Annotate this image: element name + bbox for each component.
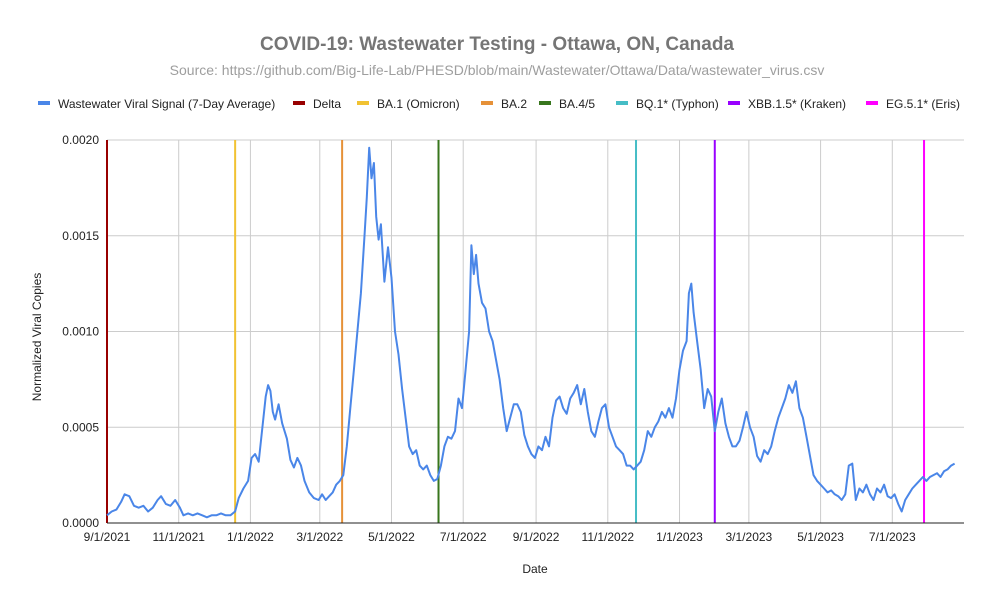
legend-item: XBB.1.5* (Kraken) xyxy=(728,97,846,111)
x-axis-label: Date xyxy=(522,562,548,576)
legend-swatch xyxy=(866,101,878,105)
series-line xyxy=(106,146,956,519)
legend-item: BA.4/5 xyxy=(539,97,595,111)
x-tick-label: 3/1/2022 xyxy=(296,530,343,544)
x-tick-label: 5/1/2023 xyxy=(797,530,844,544)
x-tick-label: 1/1/2022 xyxy=(227,530,274,544)
legend-swatch xyxy=(293,101,305,105)
legend-item: BA.1 (Omicron) xyxy=(357,97,460,111)
legend-label: BQ.1* (Typhon) xyxy=(636,97,719,111)
y-tick-label: 0.0000 xyxy=(62,516,99,530)
legend-swatch xyxy=(357,101,369,105)
legend-swatch xyxy=(481,101,493,105)
legend-item: BA.2 xyxy=(481,97,527,111)
x-tick-label: 3/1/2023 xyxy=(726,530,773,544)
x-tick-label: 1/1/2023 xyxy=(656,530,703,544)
x-tick-label: 7/1/2022 xyxy=(440,530,487,544)
legend-item: EG.5.1* (Eris) xyxy=(866,97,960,111)
y-tick-labels: 0.0000 0.0005 0.0010 0.0015 0.0020 xyxy=(62,133,99,530)
y-tick-label: 0.0010 xyxy=(62,325,99,339)
legend-label: Wastewater Viral Signal (7-Day Average) xyxy=(58,97,275,111)
x-tick-label: 9/1/2022 xyxy=(513,530,560,544)
y-axis-label: Normalized Viral Copies xyxy=(30,273,44,402)
legend-swatch xyxy=(38,101,50,105)
legend-label: BA.4/5 xyxy=(559,97,595,111)
gridlines xyxy=(106,139,964,523)
variant-lines xyxy=(106,140,926,523)
x-tick-label: 11/1/2022 xyxy=(582,530,635,544)
legend-label: XBB.1.5* (Kraken) xyxy=(748,97,846,111)
chart-legend: Wastewater Viral Signal (7-Day Average) D… xyxy=(38,97,960,111)
legend-label: BA.2 xyxy=(501,97,527,111)
legend-swatch xyxy=(728,101,740,105)
y-tick-label: 0.0005 xyxy=(62,420,99,434)
legend-item: BQ.1* (Typhon) xyxy=(616,97,719,111)
legend-swatch xyxy=(539,101,551,105)
x-tick-label: 9/1/2021 xyxy=(84,530,131,544)
legend-swatch xyxy=(616,101,628,105)
chart-title: COVID-19: Wastewater Testing - Ottawa, O… xyxy=(260,34,734,55)
x-tick-label: 11/1/2021 xyxy=(152,530,205,544)
y-tick-label: 0.0020 xyxy=(62,133,99,147)
x-tick-label: 7/1/2023 xyxy=(869,530,916,544)
legend-label: Delta xyxy=(313,97,341,111)
x-tick-labels: 9/1/2021 11/1/2021 1/1/2022 3/1/2022 5/1/202… xyxy=(84,530,916,544)
legend-label: EG.5.1* (Eris) xyxy=(886,97,960,111)
legend-label: BA.1 (Omicron) xyxy=(377,97,460,111)
legend-item: Wastewater Viral Signal (7-Day Average) xyxy=(38,97,275,111)
y-tick-label: 0.0015 xyxy=(62,229,99,243)
series-group xyxy=(106,146,956,519)
chart-subtitle: Source: https://github.com/Big-Life-Lab/… xyxy=(170,62,825,78)
legend-item: Delta xyxy=(293,97,341,111)
x-tick-label: 5/1/2022 xyxy=(368,530,415,544)
